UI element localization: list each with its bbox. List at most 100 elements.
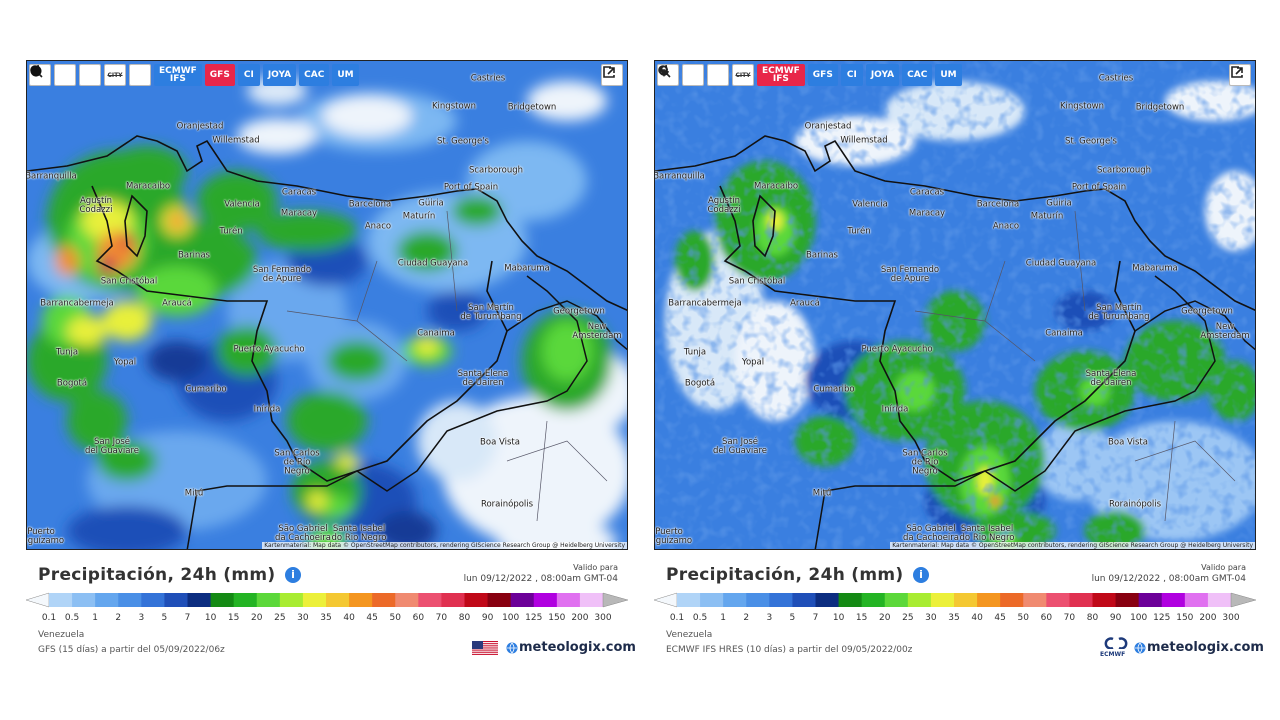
city-label: Barrancabermeja <box>668 298 742 309</box>
city-label: Inírida <box>253 404 281 415</box>
legend-tick-label: 2 <box>115 613 122 623</box>
legend-swatch <box>395 593 419 607</box>
model-button[interactable]: CAC <box>902 64 933 86</box>
brand: meteologix.com <box>519 640 636 655</box>
city-label: Yopal <box>113 357 137 368</box>
city-label: Puerto Ayacucho <box>861 344 933 355</box>
city-label: Santa Isabel do Rio Negro <box>959 524 1015 543</box>
legend-tick-label: 150 <box>1176 613 1194 623</box>
legend-swatch <box>884 593 909 607</box>
dot-icon <box>30 65 42 77</box>
dot-button[interactable] <box>30 64 151 86</box>
city-label: Willemstad <box>840 135 888 146</box>
city-label: San Carlos de Río Negro <box>902 448 948 477</box>
legend-swatch <box>792 593 816 607</box>
precip-area <box>137 266 217 316</box>
flag-stripe <box>472 641 498 643</box>
city-label: Boa Vista <box>480 437 520 448</box>
model-button[interactable]: UM <box>935 64 962 86</box>
legend-tick-label: 200 <box>571 613 589 623</box>
city-label: Mitú <box>184 488 204 499</box>
model-button[interactable]: GFS <box>807 64 838 86</box>
legend-tick-label: 2 <box>743 613 750 623</box>
model-button[interactable]: CAC <box>299 64 330 86</box>
city-label: Santa Elena de Uairen <box>457 369 509 388</box>
legend-tick-label: 300 <box>594 613 612 623</box>
share-icon <box>1231 66 1243 78</box>
precip-area <box>417 401 497 481</box>
legend-tick-label: 125 <box>1153 613 1171 623</box>
model-button[interactable]: ECMWF IFS <box>757 64 805 86</box>
city-label: Barranquilla <box>654 171 705 182</box>
legend-tick-label: 1 <box>720 613 727 623</box>
legend-swatch <box>279 593 304 607</box>
legend-swatch <box>141 593 165 607</box>
city-label: Maracaibo <box>753 181 799 192</box>
legend-tick-label: 70 <box>435 613 448 623</box>
legend-swatch <box>441 593 465 607</box>
region: Venezuela <box>666 630 713 640</box>
model-button[interactable]: CI <box>237 64 260 86</box>
legend-swatch <box>1207 593 1232 607</box>
legend-tick-label: 25 <box>274 613 286 623</box>
city-label: San Cristóbal <box>100 276 158 287</box>
legend-tick-label: 10 <box>204 613 217 623</box>
glyph <box>658 65 668 75</box>
city-button[interactable]: CITY <box>104 64 126 86</box>
city-label: Maracay <box>908 208 946 219</box>
precip-area <box>67 506 187 549</box>
share-button[interactable] <box>1229 64 1251 86</box>
model-button[interactable]: UM <box>332 64 359 86</box>
flag-stripe <box>472 649 498 651</box>
legend-tick-label: 35 <box>948 613 960 623</box>
zoom-icon <box>658 65 671 78</box>
legend-tick-label: 35 <box>320 613 332 623</box>
legend-tick-label: 3 <box>138 613 145 623</box>
city-label: Araucá <box>162 298 192 309</box>
legend-swatch <box>533 593 558 607</box>
attribution: Kartenmaterial: Map data © OpenStreetMap… <box>262 542 627 549</box>
logo-glyph <box>1104 637 1128 649</box>
pin-button[interactable] <box>32 64 76 86</box>
zoom-button[interactable] <box>30 64 101 86</box>
city-label: Santa Isabel do Rio Negro <box>331 524 387 543</box>
info-icon[interactable]: i <box>285 567 301 583</box>
legend-swatch <box>1138 593 1163 607</box>
model-button[interactable]: CI <box>840 64 863 86</box>
city-button[interactable]: CITY <box>732 64 754 86</box>
pin-button[interactable] <box>660 64 704 86</box>
model-button[interactable]: JOYA <box>865 64 900 86</box>
legend-swatch <box>930 593 955 607</box>
region: Venezuela <box>38 630 85 640</box>
city-label: Barcelona <box>348 199 392 210</box>
city-label: Puerto Leguízamo <box>655 527 693 546</box>
city-label: Anaco <box>364 221 392 232</box>
attribution: Kartenmaterial: Map data © OpenStreetMap… <box>890 542 1255 549</box>
legend-swatch <box>349 593 373 607</box>
legend-swatch <box>556 593 581 607</box>
legend-tick-label: 15 <box>227 613 240 623</box>
precip-area <box>257 211 357 251</box>
title: Precipitación, 24h (mm) <box>666 565 904 585</box>
city-label: Tunja <box>55 347 79 358</box>
city-label: San Cristóbal <box>728 276 786 287</box>
city-label: Kingstown <box>1059 101 1105 112</box>
city-label: Georgetown <box>553 306 605 317</box>
legend-tick-label: 1 <box>92 613 99 623</box>
share-button[interactable] <box>601 64 623 86</box>
precip-area <box>322 96 412 136</box>
model-button[interactable]: JOYA <box>262 64 297 86</box>
city-label: San Carlos de Río Negro <box>274 448 320 477</box>
border <box>91 185 508 482</box>
legend-swatch <box>256 593 281 607</box>
model-button[interactable]: ECMWF IFS <box>154 64 202 86</box>
city-label: Castries <box>1098 73 1134 84</box>
zoom-button[interactable] <box>658 64 729 86</box>
city-label: Castries <box>470 73 506 84</box>
city-label: Barinas <box>178 250 210 261</box>
info-icon[interactable]: i <box>913 567 929 583</box>
model-button[interactable]: GFS <box>204 64 235 86</box>
map: Castries Kingstown Bridgetown Oranjestad Wil… <box>26 60 628 550</box>
city-label: Valencia <box>224 199 260 210</box>
city-label: Araucá <box>790 298 820 309</box>
